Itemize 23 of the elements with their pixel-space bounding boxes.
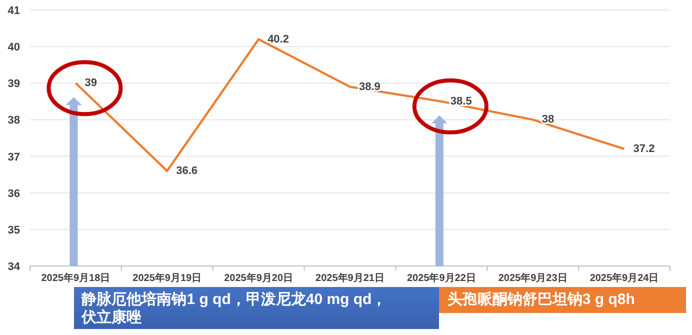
x-tick-label: 2025年9月23日 [498,272,568,284]
y-tick-label: 36 [8,188,20,200]
text: 头孢哌酮钠舒巴坦钠3 g q8h [439,287,686,313]
data-label: 36.6 [176,164,198,177]
y-tick-label: 37 [8,151,20,164]
x-tick-label: 2025年9月21日 [316,272,384,284]
data-label: 40.2 [268,33,289,46]
x-tick-label: 2025年9月22日 [406,272,476,284]
data-label: 38.5 [450,95,472,108]
x-tick-label: 2025年9月19日 [132,272,202,284]
data-label: 37.2 [633,142,655,155]
y-tick-label: 40 [8,42,20,54]
y-tick-label: 38 [8,114,20,127]
y-tick-label: 39 [8,78,20,90]
data-label: 39 [84,77,97,90]
text: 静脉厄他培南钠1 g qd，甲泼尼龙40 mg qd，伏立康唑 [74,287,440,329]
y-tick-label: 41 [8,5,20,17]
y-tick-label: 34 [8,261,21,273]
y-tick-label: 35 [8,224,20,236]
x-tick-label: 2025年9月20日 [224,272,294,284]
x-tick-label: 2025年9月24日 [590,272,659,284]
data-label: 38 [542,114,554,126]
x-tick-label: 2025年9月18日 [41,272,110,284]
